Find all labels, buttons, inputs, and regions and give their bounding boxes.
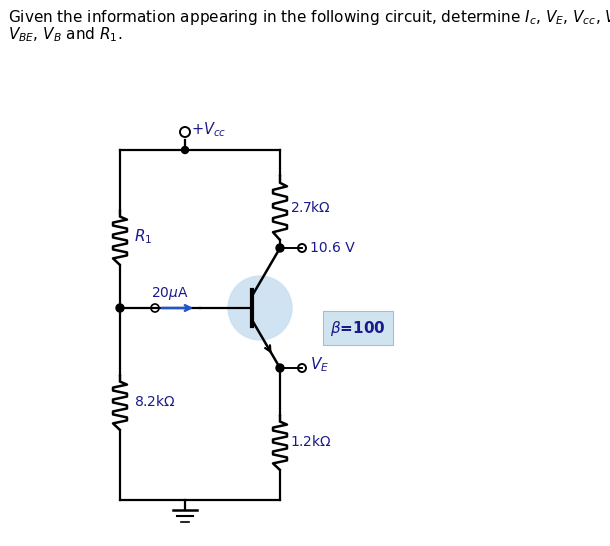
- Text: $V_{BE}$, $V_B$ and $R_1$.: $V_{BE}$, $V_B$ and $R_1$.: [8, 25, 123, 44]
- Text: 10.6 V: 10.6 V: [310, 241, 355, 255]
- Text: $\beta$=100: $\beta$=100: [330, 318, 386, 337]
- Text: 2.7k$\Omega$: 2.7k$\Omega$: [290, 199, 331, 215]
- Circle shape: [182, 146, 188, 153]
- Text: $V_E$: $V_E$: [310, 355, 329, 375]
- Circle shape: [276, 244, 284, 252]
- Text: 20$\mu$A: 20$\mu$A: [151, 286, 189, 302]
- Circle shape: [116, 304, 124, 312]
- Text: $R_1$: $R_1$: [134, 228, 152, 246]
- Circle shape: [228, 276, 292, 340]
- Circle shape: [276, 364, 284, 372]
- Text: 1.2k$\Omega$: 1.2k$\Omega$: [290, 435, 331, 449]
- Text: 8.2k$\Omega$: 8.2k$\Omega$: [134, 395, 176, 410]
- Text: $+V_{cc}$: $+V_{cc}$: [191, 120, 226, 139]
- Text: Given the information appearing in the following circuit, determine $I_c$, $V_E$: Given the information appearing in the f…: [8, 8, 610, 27]
